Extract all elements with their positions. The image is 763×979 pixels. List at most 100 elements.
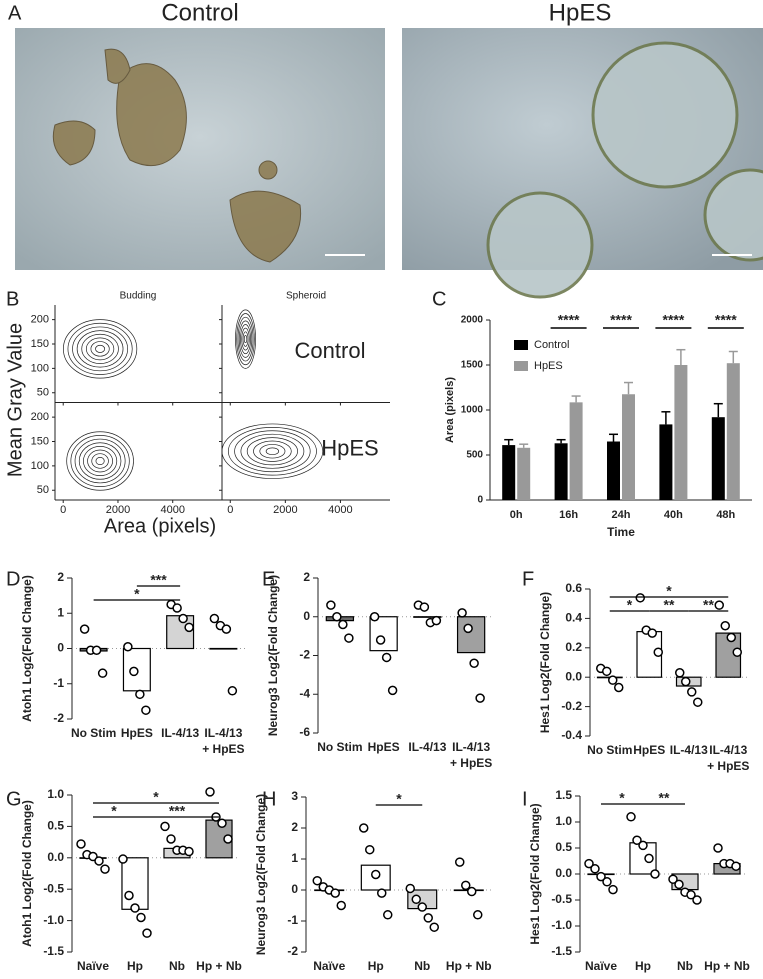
data-point — [100, 864, 110, 874]
y-axis-label: Hes1 Log2(Fold Change) — [528, 803, 542, 944]
data-point — [97, 668, 108, 678]
data-point — [668, 874, 678, 884]
y-tick-label: 100 — [31, 362, 49, 374]
contour-line — [83, 446, 118, 476]
data-point — [142, 928, 152, 938]
contour-line — [87, 449, 113, 473]
data-point — [387, 685, 398, 696]
y-tick-label: -2 — [53, 711, 64, 725]
data-point — [344, 633, 354, 643]
data-point — [455, 857, 465, 867]
data-point — [365, 844, 375, 855]
data-point — [429, 922, 439, 932]
data-point — [469, 658, 479, 668]
bar — [554, 443, 568, 500]
data-point — [674, 879, 684, 890]
contour-line — [85, 337, 115, 361]
y-tick-label: -1.5 — [551, 944, 572, 958]
bar — [413, 616, 442, 618]
y-tick-label: 100 — [31, 460, 49, 472]
x-tick-label: 24h — [612, 509, 631, 521]
x-tick-label: Naïve — [77, 959, 109, 973]
y-tick-label: 2 — [291, 820, 298, 834]
bar — [517, 447, 531, 500]
significance-label: * — [396, 791, 402, 807]
contour-line — [67, 322, 133, 375]
x-tick-label: IL-4/13 — [161, 726, 199, 740]
x-tick-label: IL-4/13 — [709, 743, 747, 757]
x-tick-label: 0 — [227, 504, 233, 516]
y-tick-label: -4 — [299, 686, 310, 700]
y-tick-label: 0 — [291, 882, 298, 896]
data-point — [457, 608, 467, 618]
image-title: HpES — [549, 0, 612, 26]
y-tick-label: 0 — [477, 495, 483, 506]
data-point — [312, 875, 322, 886]
contour-line — [91, 453, 109, 469]
y-tick-label: -0.2 — [561, 699, 582, 713]
contour-line — [246, 437, 298, 466]
data-point — [136, 912, 146, 923]
data-point — [336, 900, 346, 911]
x-tick-label: 0h — [510, 509, 523, 521]
row-label: HpES — [321, 435, 378, 460]
panel-label: B — [6, 288, 19, 310]
data-point — [463, 623, 473, 634]
y-tick-label: 2 — [303, 570, 310, 584]
data-point — [217, 818, 227, 829]
data-point — [209, 613, 220, 624]
contour-line — [265, 447, 280, 456]
x-tick-label: Hp + Nb — [196, 959, 242, 973]
contour-line — [238, 320, 253, 358]
y-tick-label: 50 — [37, 387, 49, 399]
y-tick-label: 1.0 — [555, 814, 572, 828]
y-tick-label: -1.0 — [43, 913, 64, 927]
y-tick-label: 2 — [57, 570, 64, 584]
bar — [674, 365, 688, 500]
contour-line — [235, 309, 256, 369]
x-tick-label: Hp — [635, 959, 651, 973]
data-point — [141, 705, 151, 715]
data-point — [419, 602, 430, 612]
contour-line — [242, 331, 249, 347]
y-tick-label: 1 — [291, 851, 298, 865]
contour-line — [234, 430, 311, 473]
contour-line — [72, 326, 128, 372]
data-point — [714, 600, 724, 610]
bar — [569, 402, 583, 500]
y-tick-label: 1000 — [461, 405, 484, 416]
x-tick-label: 2000 — [106, 504, 130, 516]
data-point — [693, 697, 703, 707]
data-point — [221, 624, 232, 634]
x-tick-label: Hp + Nb — [704, 959, 750, 973]
y-axis-label: Neurog3 Log2(Fold Change) — [254, 794, 268, 955]
y-tick-label: 500 — [466, 450, 483, 461]
significance-label: **** — [610, 312, 632, 328]
x-tick-label: Nb — [677, 959, 693, 973]
y-tick-label: 0.0 — [565, 669, 582, 683]
data-point — [227, 686, 238, 696]
bar — [456, 616, 486, 654]
x-tick-label: Naïve — [313, 959, 345, 973]
y-tick-label: 200 — [31, 314, 49, 326]
x-tick-label: IL-4/13 — [670, 743, 708, 757]
x-tick-label: 48h — [716, 509, 735, 521]
x-tick-label: Hp — [368, 959, 384, 973]
contour-line — [78, 442, 122, 480]
data-point — [602, 666, 612, 677]
significance-label: * — [111, 803, 117, 819]
contour-line — [237, 316, 254, 362]
data-point — [129, 666, 139, 677]
data-point — [417, 902, 427, 912]
data-point — [383, 910, 393, 920]
x-tick-label: No Stim — [587, 743, 632, 757]
legend-swatch — [514, 361, 528, 371]
data-point — [681, 676, 691, 687]
y-tick-label: -2 — [299, 648, 310, 662]
y-tick-label: 0.6 — [565, 581, 582, 595]
contour-line — [90, 341, 110, 357]
y-tick-label: -0.5 — [551, 892, 572, 906]
panel-label: I — [522, 788, 528, 810]
contour-line — [95, 456, 105, 466]
